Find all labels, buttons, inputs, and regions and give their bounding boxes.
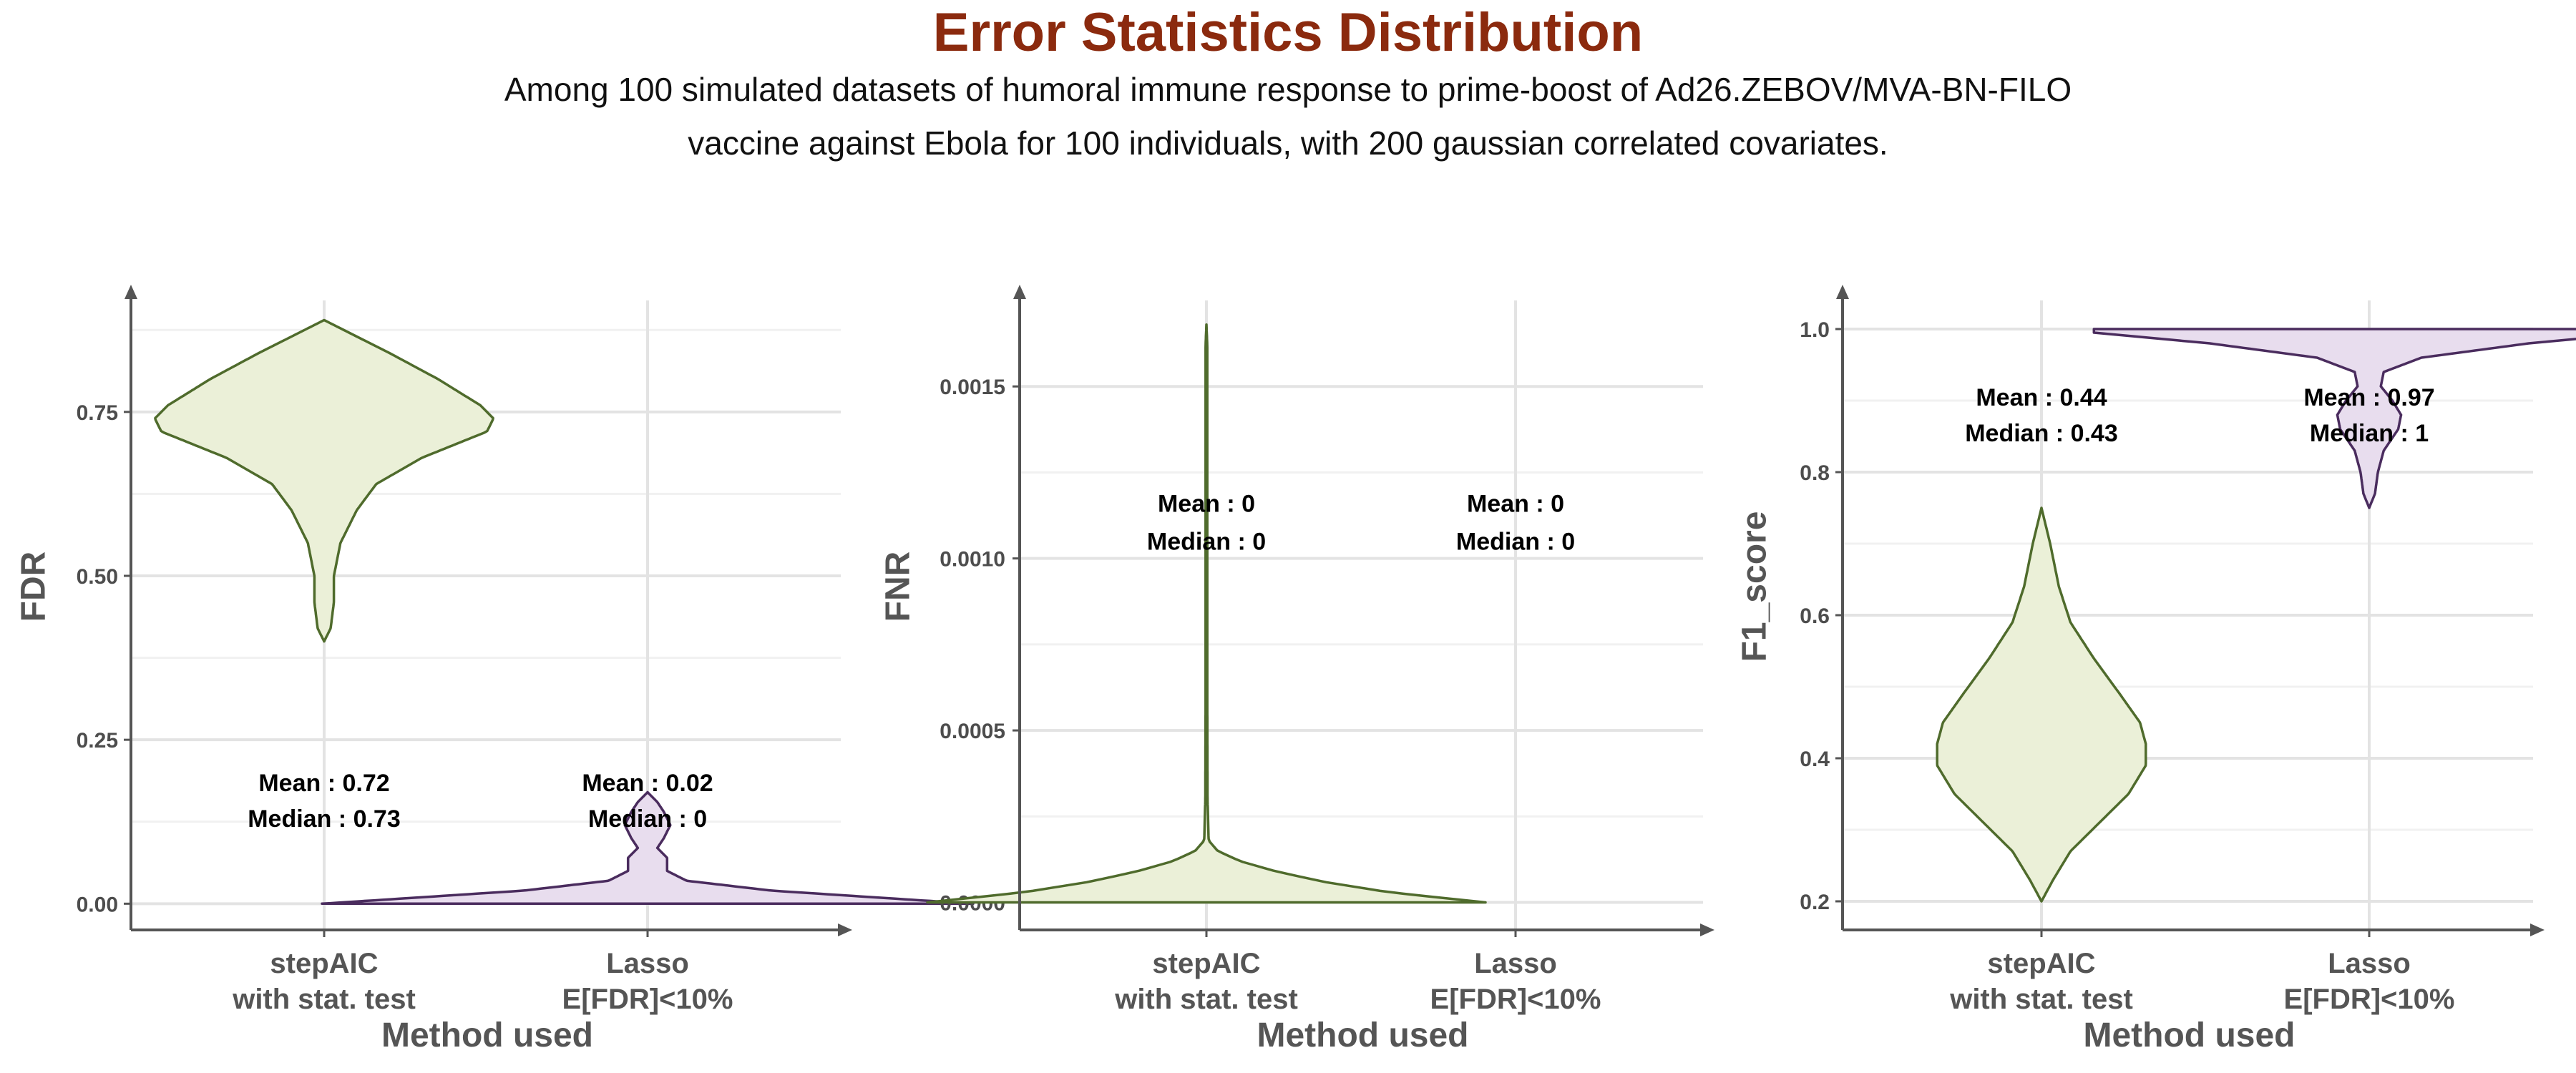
x-tick-label: E[FDR]<10% bbox=[1430, 984, 1601, 1015]
y-tick-label: 0.00 bbox=[77, 893, 118, 916]
violin-lasso bbox=[2092, 328, 2576, 509]
x-tick-label: with stat. test bbox=[1949, 984, 2133, 1015]
median-annotation: Median : 0.43 bbox=[1965, 420, 2118, 447]
y-tick-label: 0.8 bbox=[1800, 461, 1830, 485]
median-annotation: Median : 0 bbox=[1147, 529, 1266, 556]
subtitle-line-1: Among 100 simulated datasets of humoral … bbox=[504, 71, 2072, 108]
violin-stepaic bbox=[154, 318, 494, 643]
median-annotation: Median : 0 bbox=[588, 805, 707, 833]
violin-stepaic bbox=[926, 323, 1487, 904]
x-tick-label: Lasso bbox=[606, 948, 689, 979]
y-axis-title: F1_score bbox=[1736, 511, 1774, 662]
x-tick-label: Lasso bbox=[2328, 948, 2411, 979]
subtitle-line-2: vaccine against Ebola for 100 individual… bbox=[688, 124, 1888, 162]
y-tick-label: 0.75 bbox=[77, 401, 118, 425]
mean-annotation: Mean : 0.72 bbox=[258, 770, 389, 797]
x-tick-label: stepAIC bbox=[1152, 948, 1260, 979]
x-axis-arrow bbox=[2530, 923, 2545, 936]
y-axis-title: FNR bbox=[879, 552, 917, 622]
mean-annotation: Mean : 0.44 bbox=[1976, 384, 2107, 411]
chart-title: Error Statistics Distribution bbox=[932, 2, 1644, 63]
x-tick-label: E[FDR]<10% bbox=[562, 984, 733, 1015]
x-axis-title: Method used bbox=[1257, 1016, 1469, 1054]
x-axis-title: Method used bbox=[2084, 1016, 2296, 1054]
violin-lasso bbox=[321, 790, 975, 906]
y-axis-arrow bbox=[1836, 285, 1849, 299]
y-tick-label: 0.4 bbox=[1800, 748, 1830, 771]
x-tick-label: stepAIC bbox=[1987, 948, 2095, 979]
x-tick-label: Lasso bbox=[1474, 948, 1557, 979]
y-tick-label: 0.2 bbox=[1800, 891, 1830, 914]
x-tick-label: stepAIC bbox=[270, 948, 378, 979]
x-axis-title: Method used bbox=[381, 1016, 593, 1054]
y-tick-label: 0.0010 bbox=[940, 548, 1005, 572]
y-tick-label: 0.50 bbox=[77, 565, 118, 589]
median-annotation: Median : 0 bbox=[1456, 529, 1575, 556]
y-tick-label: 0.0015 bbox=[940, 376, 1005, 399]
x-tick-label: with stat. test bbox=[1114, 984, 1298, 1015]
y-tick-label: 1.0 bbox=[1800, 318, 1830, 342]
x-tick-label: E[FDR]<10% bbox=[2284, 984, 2455, 1015]
x-tick-label: with stat. test bbox=[232, 984, 416, 1015]
median-annotation: Median : 1 bbox=[2310, 420, 2429, 447]
x-axis-arrow bbox=[838, 923, 852, 936]
panel-fdr: 0.00 0.25 0.50 0.75 Mean : 0.72 Median : 0.73… bbox=[15, 285, 975, 1054]
violin-stepaic bbox=[1936, 506, 2147, 903]
y-axis-arrow bbox=[1013, 285, 1026, 299]
panel-f1-score: 0.2 0.4 0.6 0.8 1.0 Mean : 0.44 Median : 0.43 M… bbox=[1736, 285, 2576, 1054]
y-tick-label: 0.6 bbox=[1800, 604, 1830, 628]
y-axis-title: FDR bbox=[15, 552, 53, 622]
x-axis-arrow bbox=[1700, 923, 1714, 936]
mean-annotation: Mean : 0.97 bbox=[2303, 384, 2434, 411]
y-axis-arrow bbox=[125, 285, 137, 299]
mean-annotation: Mean : 0.02 bbox=[582, 770, 713, 797]
chart-subtitle: Among 100 simulated datasets of humoral … bbox=[0, 63, 2576, 170]
mean-annotation: Mean : 0 bbox=[1467, 491, 1564, 518]
y-tick-label: 0.25 bbox=[77, 729, 118, 753]
median-annotation: Median : 0.73 bbox=[248, 805, 401, 833]
y-tick-label: 0.0005 bbox=[940, 720, 1005, 743]
mean-annotation: Mean : 0 bbox=[1158, 491, 1255, 518]
